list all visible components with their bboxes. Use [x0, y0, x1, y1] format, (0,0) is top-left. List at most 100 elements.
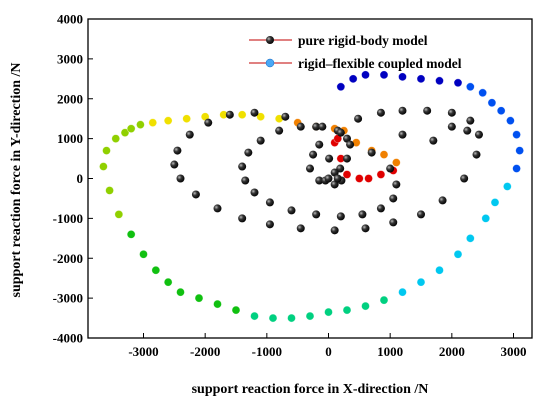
rigid-flexible-point [379, 295, 389, 305]
rigid-flexible-point [361, 70, 370, 80]
rigid-body-point [265, 198, 274, 207]
rigid-flexible-point [99, 162, 108, 171]
rigid-body-point [463, 126, 472, 135]
rigid-flexible-point [148, 118, 158, 127]
rigid-flexible-point [250, 311, 259, 321]
rigid-body-point [330, 168, 339, 177]
rigid-flexible-point [126, 124, 136, 133]
rigid-body-point [315, 140, 324, 149]
axes: -3000 -2000 -1000 0 1000 2000 3000 -4000 -3000 -2… [53, 12, 527, 360]
y-axis-title: support reaction force in Y-direction /N [9, 62, 24, 297]
rigid-body-point [376, 204, 385, 213]
x-tick-label: 0 [325, 344, 332, 359]
y-tick-label: 3000 [57, 51, 83, 66]
rigid-body-point [306, 164, 314, 173]
rigid-flexible-point [416, 74, 426, 84]
x-tick-label: -1000 [252, 344, 282, 359]
rigid-body-point [423, 106, 432, 115]
rigid-body-point [460, 174, 469, 183]
rigid-body-point [275, 126, 284, 135]
x-tick-label: 3000 [501, 344, 527, 359]
rigid-flexible-point [102, 146, 111, 155]
rigid-flexible-point [361, 301, 370, 311]
rigid-flexible-point [466, 234, 475, 243]
rigid-body-point [392, 180, 401, 189]
rigid-flexible-point [348, 74, 358, 84]
rigid-body-point [330, 180, 339, 189]
rigid-flexible-point [111, 134, 121, 143]
series-rigid-flexible [99, 70, 524, 323]
rigid-flexible-point [287, 313, 296, 323]
x-axis-title: support reaction force in X-direction /N [192, 382, 429, 397]
rigid-flexible-point [379, 150, 389, 159]
rigid-body-point [296, 224, 305, 233]
rigid-flexible-point [231, 305, 241, 315]
rigid-body-point [238, 214, 247, 223]
rigid-flexible-point [105, 186, 114, 195]
rigid-body-point [309, 150, 318, 159]
rigid-body-point [312, 122, 321, 131]
rigid-flexible-point [416, 277, 426, 287]
rigid-flexible-point [136, 120, 145, 129]
rigid-body-point [389, 218, 398, 227]
rigid-flexible-point [355, 174, 364, 183]
rigid-flexible-point [194, 293, 204, 303]
x-tick-label: -2000 [190, 344, 220, 359]
legend: pure rigid-body model rigid–flexible cou… [249, 33, 462, 71]
rigid-body-point [325, 154, 334, 163]
rigid-body-point [241, 176, 250, 185]
rigid-body-point [287, 206, 296, 215]
rigid-flexible-point [392, 158, 401, 167]
rigid-flexible-point [268, 313, 278, 323]
y-tick-label: 2000 [57, 91, 83, 106]
rigid-flexible-point [435, 76, 444, 86]
rigid-body-point [429, 136, 438, 145]
y-tick-label: -1000 [53, 211, 83, 226]
rigid-body-point [398, 130, 407, 139]
rigid-body-point [343, 154, 351, 163]
rigid-flexible-point [512, 164, 521, 173]
rigid-body-point [225, 110, 234, 119]
rigid-flexible-point [120, 128, 130, 137]
rigid-body-point [173, 146, 182, 155]
rigid-flexible-point [487, 98, 497, 108]
rigid-body-point [256, 136, 265, 145]
rigid-body-point [367, 148, 376, 157]
rigid-body-point [336, 164, 345, 173]
rigid-flexible-point [503, 182, 512, 191]
rigid-body-point [336, 212, 345, 221]
rigid-flexible-point [342, 170, 352, 179]
legend-label-rigid: pure rigid-body model [298, 33, 428, 48]
rigid-flexible-point [506, 116, 515, 125]
rigid-body-point [238, 162, 247, 171]
rigid-flexible-point [163, 116, 173, 125]
y-tick-label: 0 [77, 171, 84, 186]
rigid-flexible-point [176, 287, 185, 297]
rigid-body-point [281, 112, 290, 121]
y-tick-label: -3000 [53, 291, 83, 306]
rigid-body-point [386, 164, 395, 173]
rigid-body-point [343, 134, 351, 143]
x-tick-label: 2000 [439, 344, 465, 359]
series-rigid-body [170, 106, 483, 235]
rigid-body-point [333, 174, 342, 183]
y-tick-label: -2000 [53, 251, 83, 266]
rigid-body-point [296, 122, 305, 131]
rigid-body-point [472, 150, 481, 159]
legend-marker-flex [265, 58, 275, 68]
rigid-flexible-point [151, 265, 161, 275]
x-tick-label: 1000 [377, 344, 403, 359]
rigid-body-point [312, 210, 321, 219]
rigid-flexible-point [512, 130, 521, 139]
rigid-flexible-point [342, 305, 352, 315]
rigid-flexible-point [336, 82, 346, 92]
rigid-flexible-point [213, 299, 222, 309]
rigid-body-point [250, 188, 259, 197]
legend-label-flex: rigid–flexible coupled model [298, 56, 462, 71]
rigid-flexible-point [256, 112, 265, 121]
rigid-flexible-point [453, 249, 463, 259]
rigid-body-point [376, 108, 385, 117]
rigid-body-point [185, 130, 194, 139]
x-tick-label: -3000 [128, 344, 158, 359]
